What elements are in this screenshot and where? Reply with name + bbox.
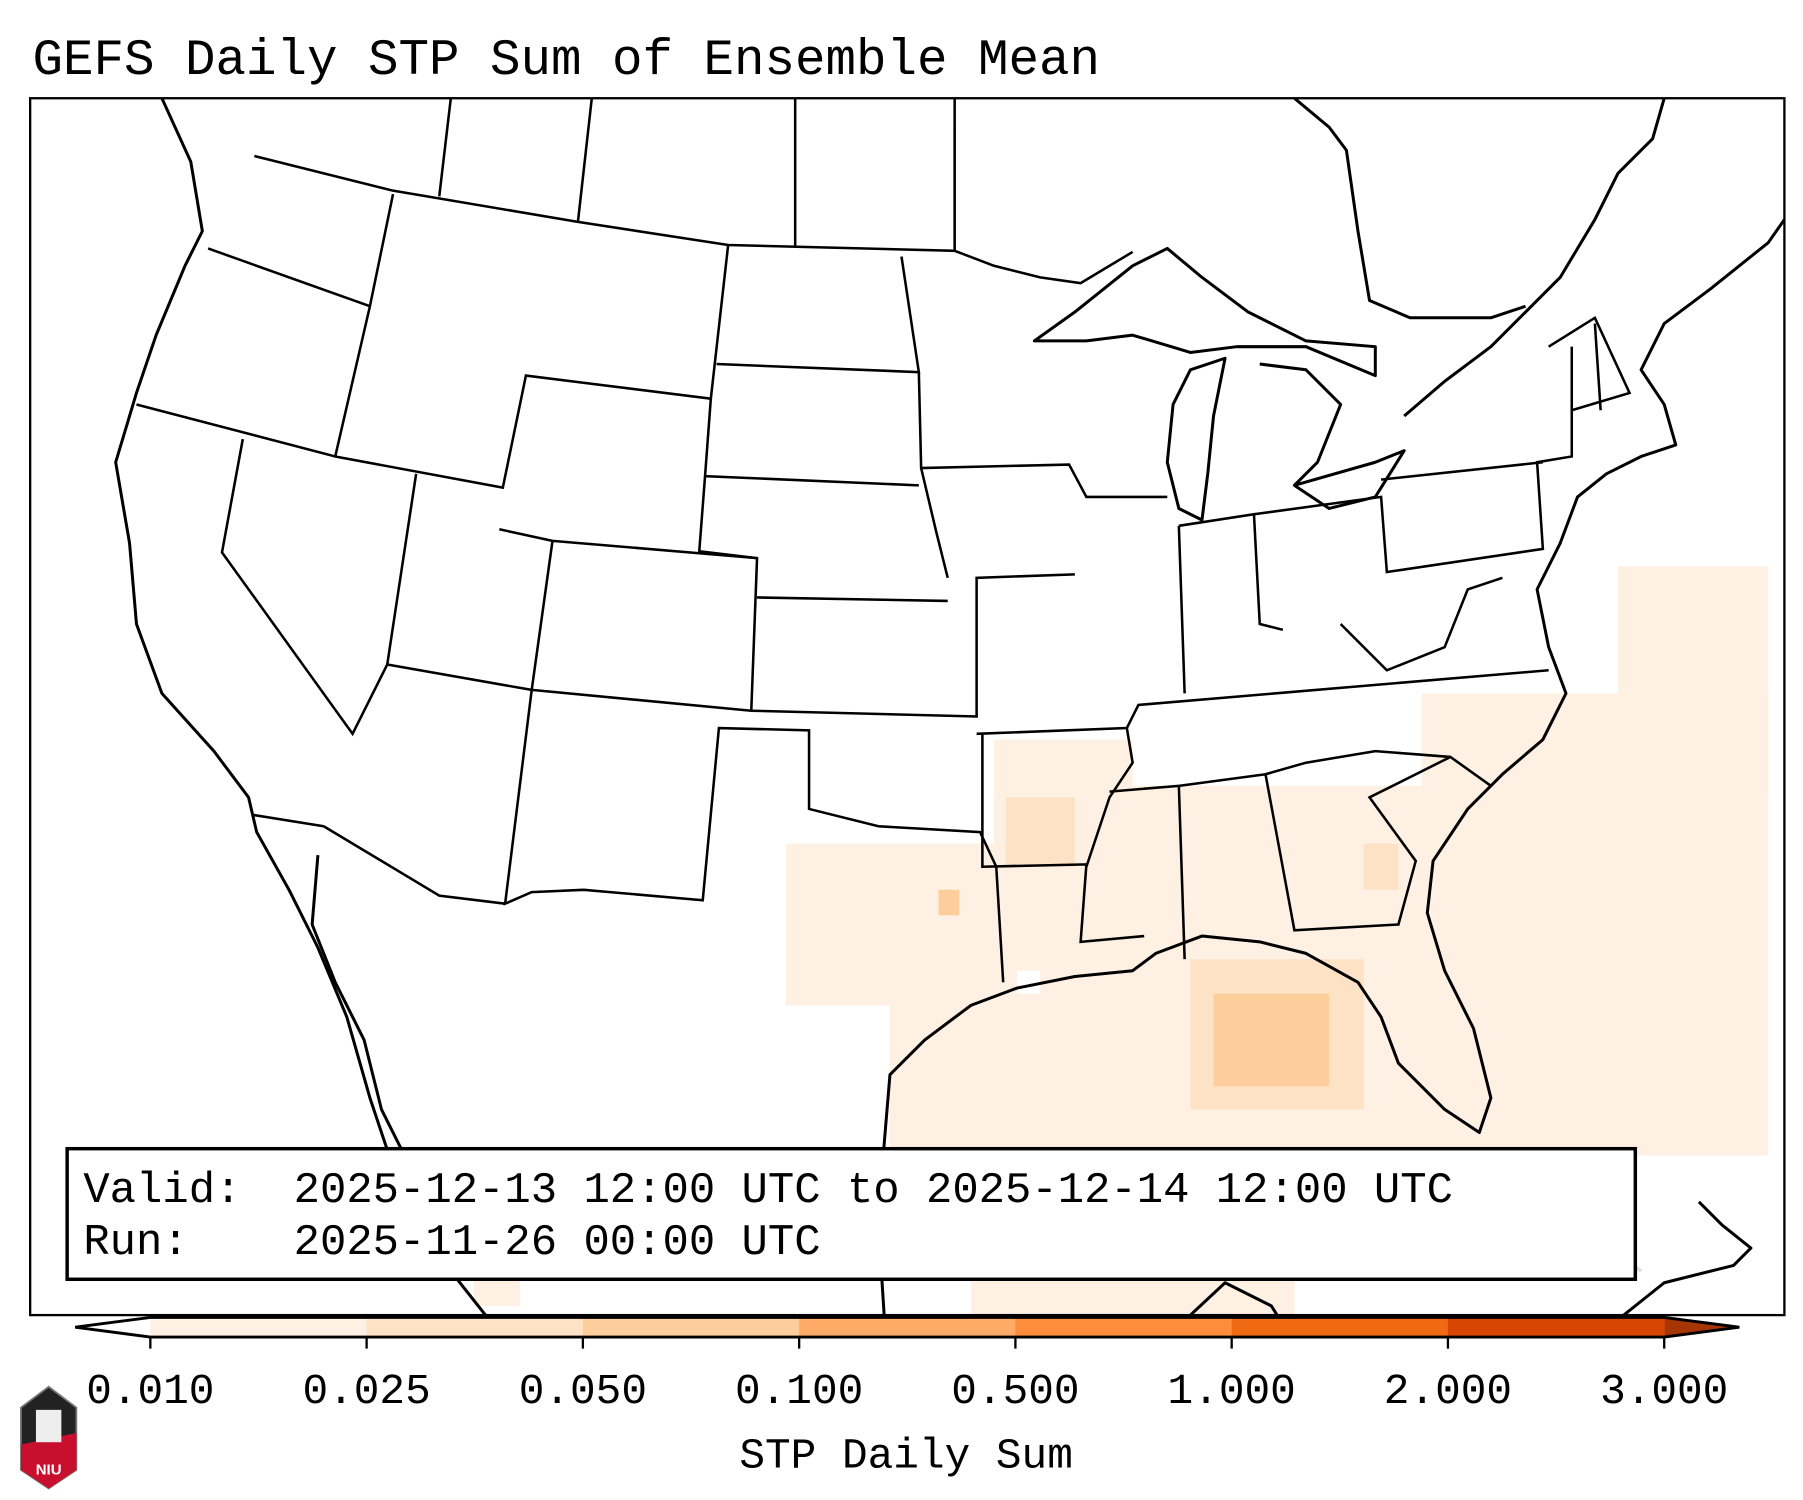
yucatan-cuba — [1189, 1200, 1753, 1316]
coastline-baja — [310, 855, 406, 1157]
hudson-bay-shore — [1293, 98, 1527, 320]
colorbar-tick-label: 2.000 — [1384, 1367, 1512, 1416]
valid-value: 2025-12-13 12:00 UTC to 2025-12-14 12:00… — [294, 1166, 1453, 1216]
lake-michigan — [1165, 356, 1227, 522]
colorbar-segment — [582, 1317, 800, 1338]
colorbar-segment — [1231, 1317, 1449, 1338]
map — [29, 97, 1786, 1317]
run-value: 2025-11-26 00:00 UTC — [294, 1218, 821, 1268]
colorbar-tick-label: 1.000 — [1168, 1367, 1296, 1416]
colorbar-tick-label: 0.010 — [86, 1367, 214, 1416]
colorbar-segment — [366, 1317, 584, 1338]
state-boundaries — [136, 98, 1632, 983]
coastline-northeast — [1403, 98, 1666, 418]
stp-shading — [473, 566, 1769, 1316]
figure-title: GEFS Daily STP Sum of Ensemble Mean — [32, 33, 1100, 90]
colorbar-segment — [150, 1317, 368, 1338]
map-frame — [29, 97, 1786, 1317]
coastline-gulf-atlantic — [876, 218, 1785, 1316]
valid-label: Valid: — [83, 1166, 241, 1216]
svg-text:Valid:: Valid: — [83, 1166, 241, 1216]
colorbar: 0.010 0.025 0.050 0.100 0.500 1.000 2.000 3.000 — [75, 1315, 1740, 1416]
run-label: Run: — [83, 1218, 188, 1268]
lake-huron-erie — [1259, 362, 1406, 510]
colorbar-under-extension — [75, 1317, 151, 1338]
niu-logo: NIU — [20, 1385, 78, 1490]
lake-superior — [1032, 246, 1377, 378]
colorbar-tick-label: 0.050 — [519, 1367, 647, 1416]
colorbar-over-extension — [1664, 1317, 1740, 1338]
colorbar-label: STP Daily Sum — [739, 1432, 1073, 1481]
coastline-west — [114, 98, 487, 1316]
colorbar-tick-label: 0.100 — [735, 1367, 863, 1416]
colorbar-tick-label: 0.025 — [302, 1367, 430, 1416]
colorbar-segment — [799, 1317, 1016, 1338]
info-box: Valid: 2025-12-13 12:00 UTC to 2025-12-1… — [65, 1146, 1638, 1282]
niu-logo-text: NIU — [36, 1462, 62, 1479]
colorbar-tick-label: 3.000 — [1600, 1367, 1728, 1416]
colorbar-segment — [1447, 1317, 1665, 1338]
colorbar-segment — [1015, 1317, 1233, 1338]
colorbar-tick-label: 0.500 — [951, 1367, 1079, 1416]
